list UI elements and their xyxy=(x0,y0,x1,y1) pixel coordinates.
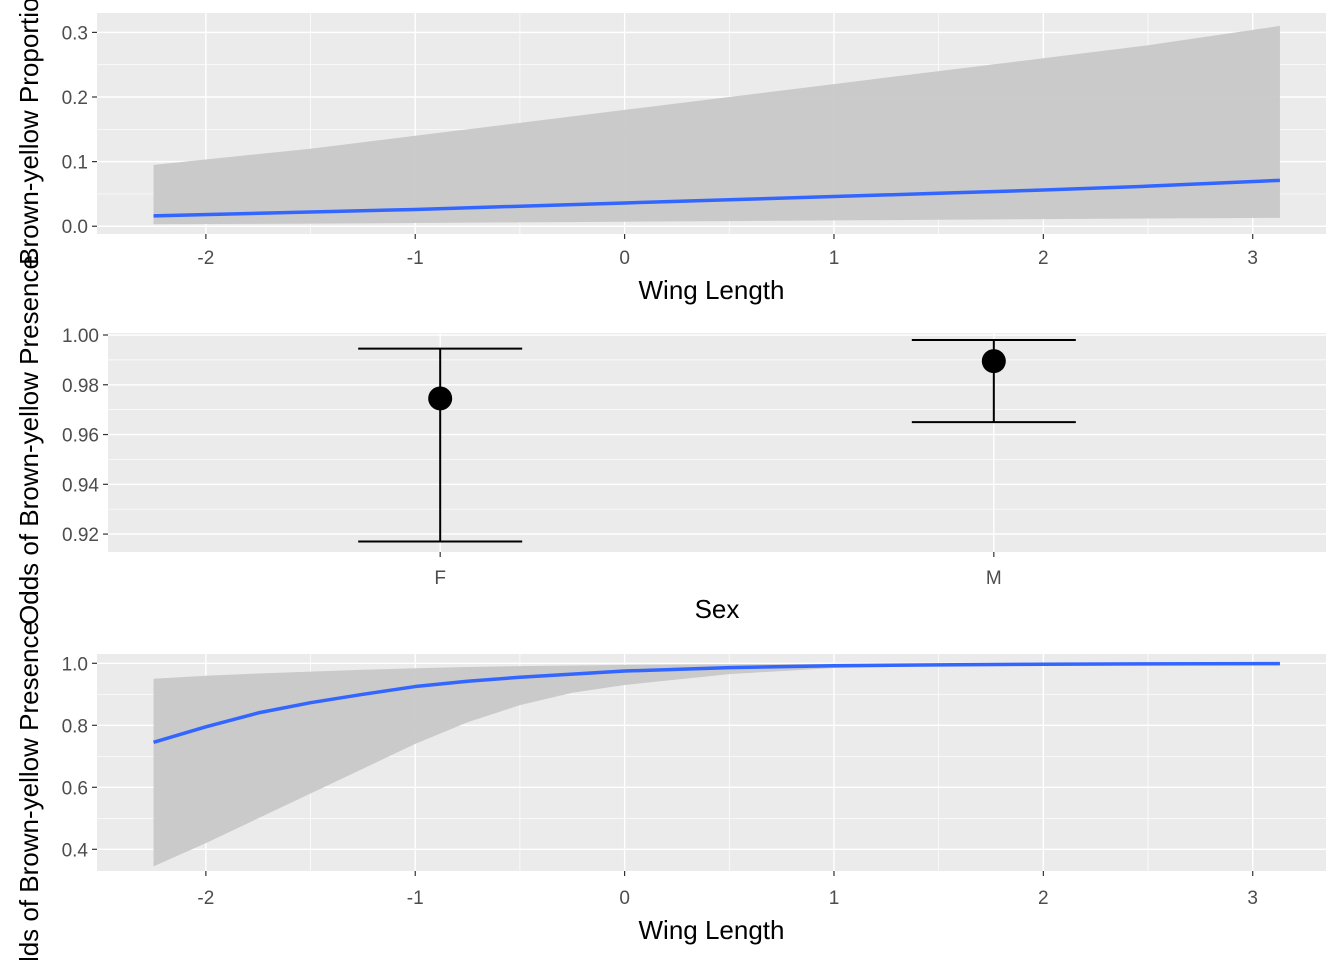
x-tick-label: -2 xyxy=(197,888,214,909)
y-tick-label: 0.98 xyxy=(62,376,99,397)
y-tick-label: 0.0 xyxy=(62,217,88,238)
sex-odds-plot: F M 0.92 0.94 0.96 0.98 1.00 Sex Odds of Brown-y… xyxy=(14,255,1326,625)
x-tick-label: F xyxy=(434,568,446,589)
wing-length-proportion-plot: -2 -1 0 1 2 3 0.0 0.1 0.2 0.3 Wing Length Brown-yel… xyxy=(14,0,1326,305)
x-tick-label: -1 xyxy=(407,888,424,909)
x-tick-label: 0 xyxy=(619,248,630,269)
x-tick-label: 2 xyxy=(1038,248,1049,269)
confidence-ribbon xyxy=(153,25,1280,225)
y-tick-label: 1.0 xyxy=(62,654,88,675)
confidence-ribbon xyxy=(153,663,1280,867)
x-axis-title: Sex xyxy=(695,594,740,624)
x-tick-label: 1 xyxy=(829,248,840,269)
y-tick-label: 0.2 xyxy=(62,88,88,109)
x-tick-label: 3 xyxy=(1247,888,1258,909)
x-tick-label: 2 xyxy=(1038,888,1049,909)
wing-length-odds-plot: -2 -1 0 1 2 3 0.4 0.6 0.8 1.0 Wing Length Odds of B… xyxy=(14,621,1326,960)
x-tick-label: 1 xyxy=(829,888,840,909)
estimate-point xyxy=(981,349,1006,374)
x-axis-title: Wing Length xyxy=(639,275,785,305)
x-tick-label: 0 xyxy=(619,888,630,909)
y-tick-label: 0.92 xyxy=(62,525,99,546)
panel-background xyxy=(108,333,1326,552)
estimate-point xyxy=(428,386,453,411)
y-tick-label: 0.6 xyxy=(62,778,88,799)
x-tick-label: M xyxy=(986,568,1002,589)
y-tick-label: 0.94 xyxy=(62,475,99,496)
x-tick-label: -1 xyxy=(407,248,424,269)
fitted-line xyxy=(153,178,1281,218)
y-axis-title: Brown-yellow Proportion xyxy=(14,0,44,265)
y-tick-label: 1.00 xyxy=(62,326,99,347)
y-tick-label: 0.1 xyxy=(62,153,88,174)
x-tick-label: -2 xyxy=(197,248,214,269)
x-tick-label: 3 xyxy=(1247,248,1258,269)
fitted-line xyxy=(153,661,1280,745)
y-axis-title: Odds of Brown-yellow Presence xyxy=(14,255,44,625)
y-tick-label: 0.96 xyxy=(62,426,99,447)
y-tick-label: 0.8 xyxy=(62,716,88,737)
y-tick-label: 0.4 xyxy=(62,840,89,861)
y-tick-label: 0.3 xyxy=(62,23,88,44)
y-axis-title: Odds of Brown-yellow Presence xyxy=(14,621,44,960)
x-axis-title: Wing Length xyxy=(639,915,785,945)
